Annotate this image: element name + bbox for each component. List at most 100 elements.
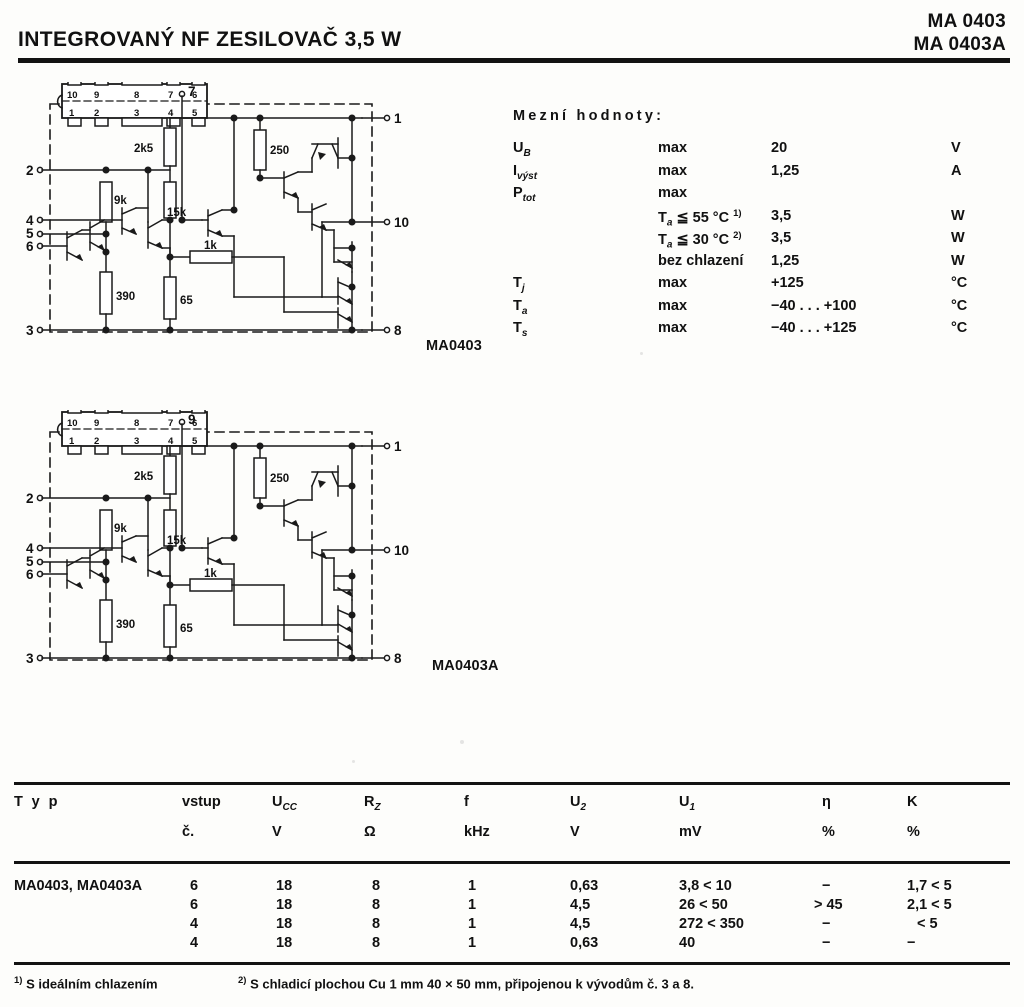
svg-text:3: 3 xyxy=(134,108,139,119)
limit-row: UB max 20 V xyxy=(513,140,1013,163)
limit-value: 3,5 xyxy=(771,230,792,246)
svg-text:9: 9 xyxy=(188,412,196,427)
svg-text:65: 65 xyxy=(180,295,193,307)
unit-u2: V xyxy=(570,824,580,840)
cell-f: 1 xyxy=(468,878,477,894)
limit-symbol: Ta xyxy=(513,297,528,317)
svg-text:2: 2 xyxy=(94,436,99,447)
limit-condition: bez chlazení xyxy=(658,252,744,269)
cell-ucc: 18 xyxy=(276,878,293,894)
cell-f: 1 xyxy=(468,935,477,951)
svg-text:3: 3 xyxy=(134,436,139,447)
column-header-eta: η xyxy=(822,794,831,810)
limit-unit: V xyxy=(951,140,961,156)
svg-text:15k: 15k xyxy=(167,207,187,219)
schematic-1-label: MA0403 xyxy=(426,338,483,354)
cell-u1: 40 xyxy=(679,935,696,951)
svg-text:4: 4 xyxy=(168,436,174,447)
svg-text:1: 1 xyxy=(69,108,75,119)
part-number-block: MA 0403 MA 0403A xyxy=(913,10,1006,56)
table-top-rule xyxy=(14,782,1010,785)
limit-values-block: Mezní hodnoty: UB max 20 V Ivýst max 1,2… xyxy=(513,108,1013,343)
limit-symbol: Ts xyxy=(513,320,528,339)
cell-k: < 5 xyxy=(917,916,938,932)
parameter-table: T y p vstup UCC RZ f U2 U1 η K č. V Ω kH… xyxy=(14,780,1010,842)
cell-vstup: 6 xyxy=(190,878,199,894)
svg-text:1: 1 xyxy=(69,436,75,447)
cell-k: 1,7 < 5 xyxy=(907,878,952,894)
svg-text:4: 4 xyxy=(168,108,174,119)
schematic-svg-2: 10 9 8 7 6 1 2 3 4 5 9 1 10 8 2 4 5 6 3 xyxy=(26,410,409,666)
cell-u2: 4,5 xyxy=(570,897,591,913)
page-header: INTEGROVANÝ NF ZESILOVAČ 3,5 W MA 0403 M… xyxy=(18,11,1006,70)
table-row: 4 18 8 1 0,63 40 − − xyxy=(14,935,1010,954)
unit-eta: % xyxy=(822,824,835,840)
limit-value: 20 xyxy=(771,140,788,156)
svg-text:4: 4 xyxy=(26,213,34,228)
svg-text:7: 7 xyxy=(188,84,196,99)
limit-condition: max xyxy=(658,162,688,179)
cell-eta: − xyxy=(822,935,831,951)
svg-text:1: 1 xyxy=(394,439,402,454)
limit-value: 3,5 xyxy=(771,207,792,224)
cell-u1: 272 < 350 xyxy=(679,916,744,932)
cell-rz: 8 xyxy=(372,916,381,932)
limit-unit: W xyxy=(951,207,965,224)
svg-text:6: 6 xyxy=(26,239,34,254)
cell-vstup: 6 xyxy=(190,897,199,913)
limit-condition: max xyxy=(658,320,688,336)
limit-row: Ptot max xyxy=(513,185,1013,208)
limit-condition: max xyxy=(658,140,688,156)
limit-unit: W xyxy=(951,230,965,246)
svg-text:250: 250 xyxy=(270,473,289,485)
limit-row: Ta ≦ 30 °C 2) 3,5 W xyxy=(513,230,1013,253)
unit-k: % xyxy=(907,824,920,840)
limit-row: Ta max −40 . . . +100 °C xyxy=(513,298,1013,321)
cell-u2: 4,5 xyxy=(570,916,591,932)
scan-speck xyxy=(460,740,464,744)
limit-condition: max xyxy=(658,297,688,314)
limit-value: −40 . . . +125 xyxy=(771,320,857,336)
column-header-ucc: UCC xyxy=(272,794,297,813)
svg-text:7: 7 xyxy=(168,418,173,429)
limit-unit: W xyxy=(951,252,965,269)
footnote-2: 2) S chladicí plochou Cu 1 mm 40 × 50 mm… xyxy=(238,975,695,992)
limit-symbol: Ptot xyxy=(513,185,536,204)
cell-rz: 8 xyxy=(372,897,381,913)
table-header: T y p vstup UCC RZ f U2 U1 η K č. V Ω kH… xyxy=(14,780,1010,842)
svg-text:3: 3 xyxy=(26,651,34,666)
unit-f: kHz xyxy=(464,824,490,840)
svg-text:8: 8 xyxy=(394,651,402,666)
unit-vstup: č. xyxy=(182,824,195,840)
table-row: 4 18 8 1 4,5 272 < 350 − < 5 xyxy=(14,916,1010,935)
schematic-ma0403: 10 9 8 7 6 1 2 3 4 5 7 1 10 8 2 4 5 6 xyxy=(22,82,482,357)
unit-u1: mV xyxy=(679,824,702,840)
header-divider xyxy=(18,58,1010,63)
limit-value: 1,25 xyxy=(771,162,800,179)
cell-vstup: 4 xyxy=(190,916,199,932)
cell-eta: − xyxy=(822,916,831,932)
svg-text:10: 10 xyxy=(394,215,409,230)
svg-text:8: 8 xyxy=(134,418,139,429)
limit-symbol: Tj xyxy=(513,275,525,294)
footnote-rule xyxy=(14,962,1010,965)
limit-row: Ivýst max 1,25 A xyxy=(513,163,1013,186)
svg-text:5: 5 xyxy=(192,108,198,119)
limit-symbol: UB xyxy=(513,140,531,159)
svg-text:250: 250 xyxy=(270,145,289,157)
svg-text:9k: 9k xyxy=(114,523,127,535)
cell-u2: 0,63 xyxy=(570,878,599,894)
column-header-f: f xyxy=(464,794,469,810)
svg-text:4: 4 xyxy=(26,541,34,556)
column-header-k: K xyxy=(907,794,918,810)
svg-text:5: 5 xyxy=(192,436,198,447)
limit-condition: max xyxy=(658,275,688,291)
svg-text:5: 5 xyxy=(26,554,34,569)
footnote-1: 1) S ideálním chlazením xyxy=(14,975,158,992)
cell-rz: 8 xyxy=(372,878,381,894)
svg-text:390: 390 xyxy=(116,291,135,303)
svg-text:7: 7 xyxy=(168,90,173,101)
cell-ucc: 18 xyxy=(276,935,293,951)
cell-ucc: 18 xyxy=(276,916,293,932)
column-header-typ: T y p xyxy=(14,794,60,810)
